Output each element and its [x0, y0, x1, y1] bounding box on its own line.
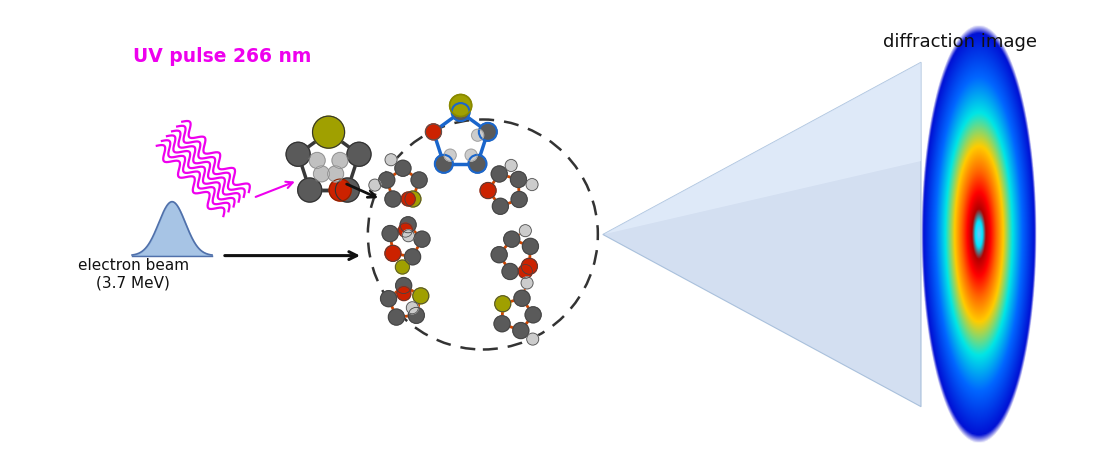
Circle shape — [465, 149, 477, 161]
Circle shape — [381, 291, 396, 307]
Circle shape — [525, 307, 542, 323]
Circle shape — [395, 278, 412, 294]
Circle shape — [385, 245, 401, 261]
Text: electron beam
(3.7 MeV): electron beam (3.7 MeV) — [78, 258, 189, 291]
Circle shape — [502, 264, 518, 280]
Text: UV pulse 266 nm: UV pulse 266 nm — [133, 47, 311, 66]
Circle shape — [450, 94, 472, 116]
Circle shape — [332, 152, 347, 168]
Circle shape — [397, 287, 411, 301]
Circle shape — [492, 166, 507, 182]
Circle shape — [514, 290, 529, 306]
Circle shape — [388, 309, 404, 325]
Circle shape — [526, 179, 538, 190]
Circle shape — [505, 159, 517, 172]
Circle shape — [495, 296, 511, 312]
Circle shape — [494, 316, 511, 332]
Circle shape — [480, 182, 496, 198]
Circle shape — [522, 258, 537, 274]
Circle shape — [347, 142, 371, 166]
Circle shape — [369, 179, 381, 191]
Circle shape — [491, 247, 507, 263]
Polygon shape — [603, 62, 921, 234]
Circle shape — [385, 154, 397, 166]
Circle shape — [504, 231, 519, 247]
Circle shape — [385, 191, 401, 207]
Circle shape — [400, 217, 416, 233]
Circle shape — [521, 277, 533, 289]
Text: diffraction image: diffraction image — [884, 33, 1037, 51]
Circle shape — [405, 249, 421, 265]
Circle shape — [408, 307, 424, 323]
Circle shape — [405, 191, 421, 207]
Circle shape — [511, 191, 527, 207]
Circle shape — [444, 149, 456, 161]
Circle shape — [511, 172, 526, 188]
Circle shape — [335, 178, 360, 202]
Circle shape — [414, 231, 430, 247]
Circle shape — [413, 288, 428, 304]
Circle shape — [379, 172, 395, 188]
Circle shape — [472, 129, 484, 141]
Circle shape — [395, 160, 411, 176]
Circle shape — [425, 124, 442, 140]
Circle shape — [406, 302, 418, 314]
Circle shape — [478, 123, 497, 141]
Circle shape — [310, 152, 325, 168]
Circle shape — [313, 166, 330, 182]
Polygon shape — [603, 62, 921, 407]
Circle shape — [518, 265, 533, 279]
Circle shape — [513, 323, 528, 339]
Circle shape — [330, 179, 351, 201]
Circle shape — [403, 230, 414, 242]
Circle shape — [527, 333, 538, 345]
Circle shape — [401, 192, 415, 206]
Circle shape — [523, 238, 538, 254]
Circle shape — [435, 155, 453, 173]
Circle shape — [382, 226, 398, 242]
Circle shape — [286, 142, 310, 166]
Circle shape — [493, 198, 508, 214]
Circle shape — [519, 225, 532, 237]
Circle shape — [395, 260, 410, 274]
Circle shape — [468, 155, 486, 173]
Circle shape — [313, 116, 344, 148]
Circle shape — [297, 178, 322, 202]
Circle shape — [411, 172, 427, 188]
Circle shape — [452, 103, 470, 121]
Circle shape — [398, 223, 413, 237]
Circle shape — [327, 166, 344, 182]
